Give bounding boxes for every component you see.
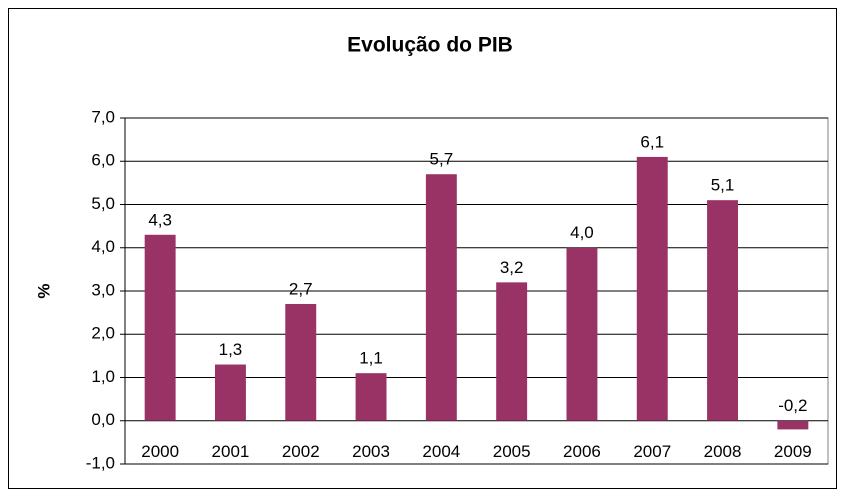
data-label: 5,1 [711, 176, 735, 195]
y-tick-label: -1,0 [86, 453, 115, 472]
bar [214, 364, 246, 421]
bar [566, 247, 598, 421]
y-tick-label: 7,0 [91, 107, 115, 126]
data-label: 4,3 [148, 210, 172, 229]
x-tick-label: 2007 [633, 442, 671, 461]
bar [707, 200, 739, 421]
y-tick-label: 6,0 [91, 151, 115, 170]
chart-title: Evolução do PIB [347, 34, 513, 57]
bar [285, 303, 317, 421]
x-tick-label: 2009 [774, 442, 812, 461]
x-tick-label: 2004 [422, 442, 460, 461]
x-tick-label: 2000 [141, 442, 179, 461]
x-tick-label: 2008 [704, 442, 742, 461]
bar [636, 156, 668, 421]
y-tick-label: 1,0 [91, 367, 115, 386]
bar [777, 420, 809, 430]
data-label: 3,2 [500, 258, 524, 277]
y-tick-label: 2,0 [91, 324, 115, 343]
bar [425, 174, 457, 421]
data-label: 5,7 [430, 150, 454, 169]
bar [355, 373, 387, 421]
y-tick-label: 5,0 [91, 194, 115, 213]
bar [496, 282, 528, 421]
data-label: 4,0 [570, 223, 594, 242]
data-label: 6,1 [640, 132, 664, 151]
x-tick-label: 2006 [563, 442, 601, 461]
y-tick-label: 4,0 [91, 237, 115, 256]
y-axis-label: % [34, 283, 53, 298]
y-tick-label: 0,0 [91, 410, 115, 429]
x-tick-label: 2002 [282, 442, 320, 461]
data-label: 1,3 [219, 340, 243, 359]
x-tick-label: 2001 [212, 442, 250, 461]
data-label: 1,1 [359, 349, 383, 368]
data-label: -0,2 [778, 396, 807, 415]
data-label: 2,7 [289, 279, 313, 298]
x-tick-label: 2005 [493, 442, 531, 461]
x-tick-label: 2003 [352, 442, 390, 461]
bar [144, 234, 176, 421]
y-tick-label: 3,0 [91, 280, 115, 299]
